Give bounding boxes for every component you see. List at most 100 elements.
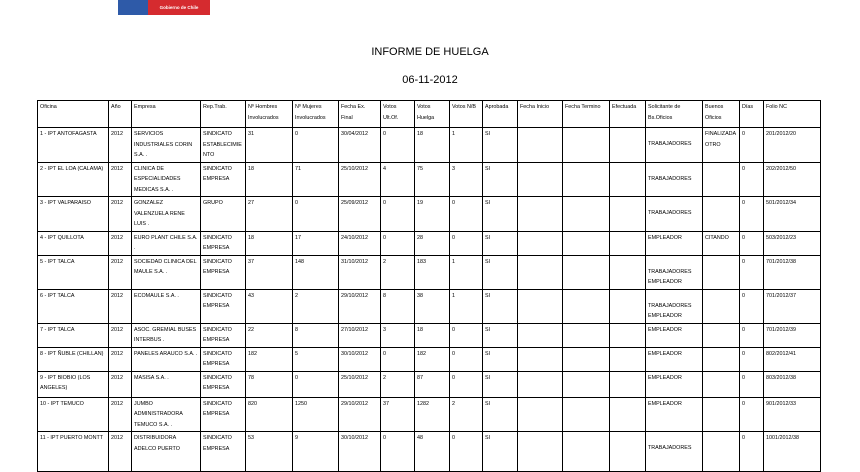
table-cell: 38	[414, 288, 450, 324]
table-cell: CLINICA DE ESPECIALIDADES MEDICAS S.A. .	[131, 161, 201, 197]
table-header: Oficina Año Empresa Rep.Trab. Nº Hombres Inv…	[37, 100, 821, 128]
table-cell: 0	[739, 196, 764, 232]
table-cell: CITANDO	[702, 230, 740, 256]
table-cell: 0	[449, 431, 483, 472]
table-cell: 28	[414, 230, 450, 256]
table-cell: 10 - IPT TEMUCO	[37, 396, 109, 432]
table-cell: 1	[449, 288, 483, 324]
table-cell: ECOMAULE S.A. .	[131, 288, 201, 324]
table-cell: EMPLEADOR	[645, 396, 703, 432]
table-cell: 8	[292, 322, 339, 348]
table-cell: SINDICATO EMPRESA	[200, 346, 246, 372]
table-cell: 1	[449, 127, 483, 163]
table-cell	[517, 127, 563, 163]
table-cell: 0	[380, 431, 415, 472]
table-cell: SI	[482, 346, 518, 372]
table-cell: 2012	[108, 127, 132, 163]
table-cell: 87	[414, 370, 450, 398]
column-header: Fecha Termino	[562, 100, 610, 128]
table-cell: 0	[380, 346, 415, 372]
table-cell: 701/2012/38	[763, 254, 821, 290]
table-cell	[517, 254, 563, 290]
table-cell	[517, 196, 563, 232]
table-cell: SERVICIOS INDUSTRIALES CORIN S.A. .	[131, 127, 201, 163]
table-cell: 901/2012/33	[763, 396, 821, 432]
table-cell: TRABAJADORES	[645, 431, 703, 472]
table-cell: 202/2012/50	[763, 161, 821, 197]
table-cell: 0	[292, 196, 339, 232]
table-cell: SINDICATO EMPRESA	[200, 230, 246, 256]
table-cell: TRABAJADORES EMPLEADOR	[645, 254, 703, 290]
table-cell: DISTRIBUIDORA ADELCO PUERTO	[131, 431, 201, 472]
table-row: 6 - IPT TALCA 2012 ECOMAULE S.A. . SINDICAT…	[37, 288, 821, 324]
table-cell: 25/10/2012	[338, 161, 381, 197]
table-cell	[517, 161, 563, 197]
column-header: Empresa	[131, 100, 201, 128]
table-cell: 182	[245, 346, 293, 372]
table-cell: 3 - IPT VALPARAISO	[37, 196, 109, 232]
table-row: 4 - IPT QUILLOTA 2012 EURO PLANT CHILE S.A…	[37, 230, 821, 256]
table-cell: EMPLEADOR	[645, 230, 703, 256]
table-cell: 183	[414, 254, 450, 290]
table-cell: SI	[482, 396, 518, 432]
table-cell: 7 - IPT TALCA	[37, 322, 109, 348]
table-cell: 17	[292, 230, 339, 256]
table-cell: SI	[482, 288, 518, 324]
table-cell	[609, 254, 646, 290]
table-cell: 0	[739, 230, 764, 256]
table-cell	[517, 288, 563, 324]
table-cell: 25/09/2012	[338, 196, 381, 232]
table-cell	[702, 322, 740, 348]
table-cell: 0	[449, 346, 483, 372]
column-header: Fecha Ex. Final	[338, 100, 381, 128]
table-cell: GONZALEZ VALENZUELA RENE LUIS .	[131, 196, 201, 232]
column-header: Buenos Oficios	[702, 100, 740, 128]
table-cell: 29/10/2012	[338, 396, 381, 432]
table-cell: 701/2012/39	[763, 322, 821, 348]
table-cell	[517, 396, 563, 432]
table-cell: 2	[380, 254, 415, 290]
column-header: Fecha Inicio	[517, 100, 563, 128]
table-cell: 0	[449, 196, 483, 232]
table-cell: SINDICATO EMPRESA	[200, 161, 246, 197]
table-cell: PANELES ARAUCO S.A. .	[131, 346, 201, 372]
table-cell	[609, 322, 646, 348]
table-cell: GRUPO	[200, 196, 246, 232]
table-cell	[562, 196, 610, 232]
table-cell: MASISA S.A. .	[131, 370, 201, 398]
table-cell: 31/10/2012	[338, 254, 381, 290]
table-cell	[517, 431, 563, 472]
table-cell	[609, 230, 646, 256]
table-cell: EURO PLANT CHILE S.A. .	[131, 230, 201, 256]
table-cell	[562, 322, 610, 348]
column-header: Oficina	[37, 100, 109, 128]
table-cell	[609, 346, 646, 372]
table-cell	[562, 346, 610, 372]
table-cell: 0	[449, 230, 483, 256]
table-cell: 0	[449, 322, 483, 348]
table-cell: 3	[380, 322, 415, 348]
table-row: 10 - IPT TEMUCO 2012 JUMBO ADMINISTRADORA …	[37, 396, 821, 432]
table-cell: 5 - IPT TALCA	[37, 254, 109, 290]
table-cell: SI	[482, 230, 518, 256]
table-cell: 182	[414, 346, 450, 372]
table-cell: 25/10/2012	[338, 370, 381, 398]
table-cell: 701/2012/37	[763, 288, 821, 324]
table-cell: 503/2012/23	[763, 230, 821, 256]
table-cell: SI	[482, 370, 518, 398]
table-cell: 30/10/2012	[338, 346, 381, 372]
table-cell	[702, 196, 740, 232]
table-cell: SINDICATO ESTABLECIMIENTO	[200, 127, 246, 163]
table-cell: SOCIEDAD CLINICA DEL MAULE S.A. .	[131, 254, 201, 290]
table-row: 5 - IPT TALCA 2012 SOCIEDAD CLINICA DEL MA…	[37, 254, 821, 290]
table-cell: 18	[414, 322, 450, 348]
table-cell: EMPLEADOR	[645, 322, 703, 348]
table-cell: 0	[739, 288, 764, 324]
table-cell: TRABAJADORES	[645, 161, 703, 197]
column-header: Folio NC	[763, 100, 821, 128]
table-cell: 1001/2012/38	[763, 431, 821, 472]
table-cell	[562, 431, 610, 472]
table-cell: 0	[292, 370, 339, 398]
table-cell: TRABAJADORES EMPLEADOR	[645, 288, 703, 324]
table-cell: SINDICATO EMPRESA	[200, 322, 246, 348]
